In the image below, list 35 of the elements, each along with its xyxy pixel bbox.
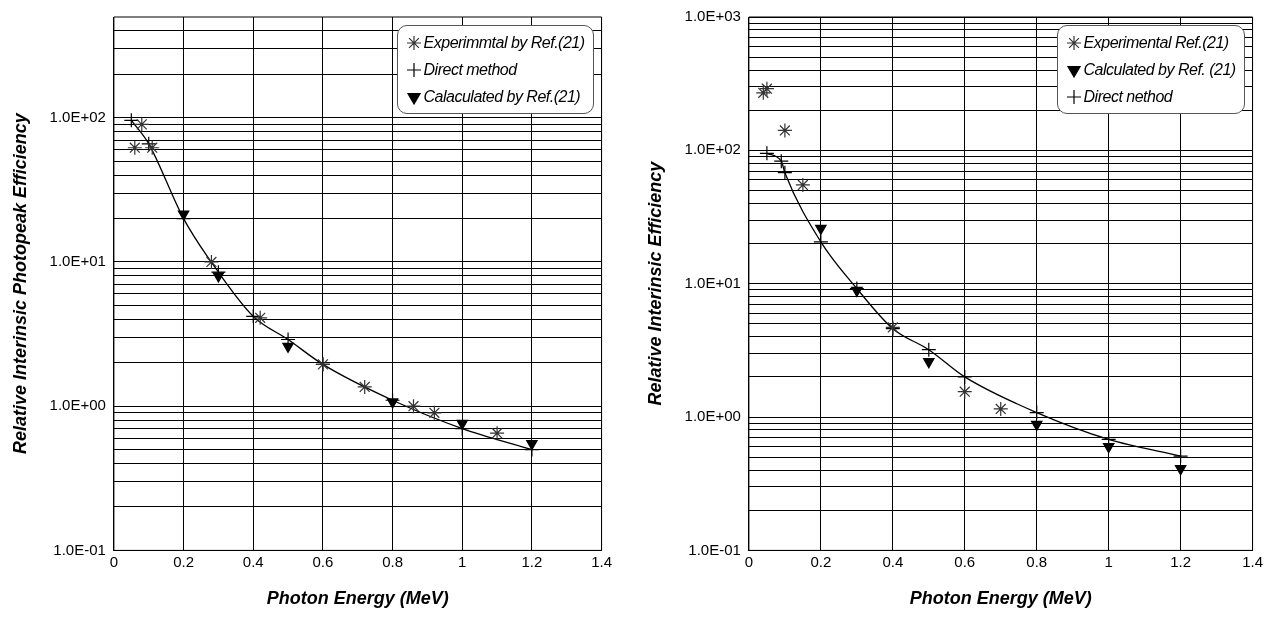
legend-label: Direct nethod (1083, 87, 1173, 106)
x-tick-label: 0.6 (312, 552, 334, 570)
legend-label: Calaculated by Ref.(21) (423, 87, 581, 106)
y-axis-title: Relative Interinsic Efficiency (644, 160, 665, 406)
legend-label: Experimental Ref.(21) (1083, 33, 1229, 52)
x-tick-label: 0.8 (382, 552, 403, 570)
x-tick-label: 0.4 (242, 552, 264, 570)
x-tick-label: 0 (109, 552, 119, 570)
x-tick-label: 1.4 (591, 552, 612, 570)
y-tick-label: 1.0E-01 (53, 540, 106, 558)
x-tick-label: 0.4 (882, 552, 904, 570)
y-tick-label: 1.0E+00 (49, 396, 106, 414)
x-tick-label: 1.2 (521, 552, 543, 570)
x-tick-label: 1.2 (1170, 552, 1192, 570)
y-tick-label: 1.0E+02 (49, 107, 106, 125)
y-axis-title: Relative Interinsic Photopeak Efficiency (9, 112, 30, 455)
y-tick-label: 1.0E+01 (684, 273, 741, 291)
y-tick-label: 1.0E+03 (684, 7, 741, 25)
legend-label: Experimmtal by Ref.(21) (423, 33, 585, 52)
x-tick-label: 0.8 (1026, 552, 1048, 570)
y-tick-label: 1.0E-01 (688, 540, 741, 558)
x-tick-label: 1 (458, 552, 467, 570)
y-tick-label: 1.0E+01 (49, 252, 106, 270)
x-axis-title: Photon Energy (MeV) (909, 588, 1092, 609)
x-tick-label: 0.6 (954, 552, 976, 570)
y-tick-label: 1.0E+00 (684, 407, 741, 425)
legend-label: Calculated by Ref. (21) (1083, 60, 1236, 79)
x-axis-title: Photon Energy (MeV) (266, 588, 449, 609)
x-tick-label: 1 (1104, 552, 1113, 570)
x-tick-label: 0.2 (173, 552, 194, 570)
legend-label: Direct method (423, 60, 517, 79)
x-tick-label: 0.2 (810, 552, 832, 570)
x-tick-label: 0 (744, 552, 754, 570)
x-tick-label: 1.4 (1242, 552, 1263, 570)
y-tick-label: 1.0E+02 (684, 140, 741, 158)
